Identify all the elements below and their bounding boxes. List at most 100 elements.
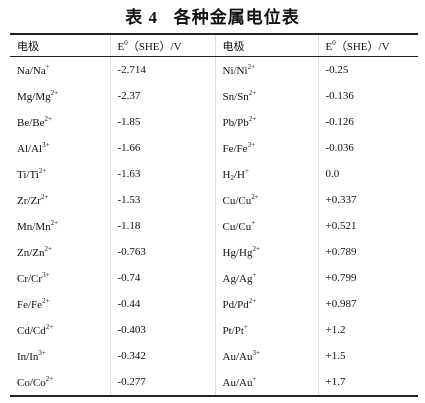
electrode-cell: Pd/Pd2+	[214, 291, 318, 317]
electrode-cell: Au/Au+	[214, 369, 318, 397]
cell-text: 0.0	[325, 168, 340, 180]
supscript: 0	[332, 38, 336, 47]
cell-text: Na/Na	[17, 65, 46, 77]
electrode-cell: Cd/Cd2+	[10, 317, 110, 343]
cell-text: Be/Be	[17, 117, 45, 129]
potential-cell: -1.18	[109, 213, 215, 239]
header-row: 电极 E0（SHE）/V 电极 E0（SHE）/V	[10, 33, 418, 57]
cell-text: Fe/Fe	[17, 299, 43, 311]
electrode-cell: Ag/Ag+	[214, 265, 318, 291]
cell-text: Cr/Cr	[17, 273, 43, 285]
potential-cell: +0.521	[317, 213, 418, 239]
potential-cell: -2.714	[109, 56, 215, 83]
cell-text: Hg/Hg	[222, 247, 253, 259]
supscript: 2+	[247, 63, 256, 71]
electrode-cell: In/In3+	[10, 343, 110, 369]
cell-text: +0.987	[325, 298, 357, 310]
electrode-cell: Al/Al3+	[10, 135, 110, 161]
electrode-cell: Co/Co2+	[10, 369, 110, 397]
table-row: In/In3+ -0.342 Au/Au3+ +1.5	[10, 343, 418, 369]
supscript: 3+	[38, 349, 46, 357]
potential-cell: +1.2	[317, 317, 418, 343]
electrode-cell: Mn/Mn2+	[10, 213, 110, 239]
electrode-cell: Cr/Cr3+	[10, 265, 110, 291]
potential-cell: +1.7	[317, 369, 418, 397]
table-row: Mn/Mn2+ -1.18 Cu/Cu+ +0.521	[10, 213, 418, 239]
electrode-cell: Pb/Pb2+	[214, 109, 318, 135]
supscript: 2+	[50, 89, 59, 97]
potential-cell: -0.74	[109, 265, 215, 291]
cell-text: -1.66	[117, 142, 141, 154]
table-row: Mg/Mg2+ -2.37 Sn/Sn2+ -0.136	[10, 83, 418, 109]
cell-text: -1.63	[117, 168, 141, 180]
supscript: 2+	[252, 245, 260, 253]
table-row: Zr/Zr2+ -1.53 Cu/Cu2+ +0.337	[10, 187, 418, 213]
table-row: Zn/Zn2+ -0.763 Hg/Hg2+ +0.789	[10, 239, 418, 265]
supscript: 2+	[38, 167, 47, 175]
cell-text: Cu/Cu	[222, 195, 252, 207]
header-cell: E0（SHE）/V	[317, 33, 418, 57]
electrode-cell: Zr/Zr2+	[10, 187, 110, 213]
cell-text: -0.403	[117, 324, 146, 336]
cell-text: Co/Co	[17, 377, 46, 389]
potential-cell: -0.277	[109, 369, 215, 397]
header-cell: 电极	[10, 33, 110, 57]
table-row: Fe/Fe2+ -0.44 Pd/Pd2+ +0.987	[10, 291, 418, 317]
cell-text: Zn/Zn	[17, 247, 45, 259]
supscript: 2+	[50, 219, 59, 227]
potential-cell: -1.66	[109, 135, 215, 161]
table-row: Ti/Ti2+ -1.63 H2/H+ 0.0	[10, 161, 418, 187]
potential-cell: -0.136	[317, 83, 418, 109]
table-row: Al/Al3+ -1.66 Fe/Fe3+ -0.036	[10, 135, 418, 161]
supscript: +	[251, 219, 256, 227]
supscript: 2+	[40, 193, 49, 201]
potential-cell: -0.763	[109, 239, 215, 265]
cell-text: +0.521	[325, 220, 357, 232]
cell-text: +1.5	[325, 350, 346, 362]
electrode-cell: Hg/Hg2+	[214, 239, 318, 265]
cell-text: E	[325, 40, 333, 53]
table-row: Na/Na+ -2.714 Ni/Ni2+ -0.25	[10, 56, 418, 83]
electrode-cell: Pt/Pt+	[214, 317, 318, 343]
supscript: 2+	[248, 89, 257, 97]
potential-cell: -0.126	[317, 109, 418, 135]
cell-text: Cu/Cu	[222, 221, 252, 233]
electrode-cell: Mg/Mg2+	[10, 83, 110, 109]
cell-text: +0.799	[325, 272, 357, 284]
potential-cell: -0.036	[317, 135, 418, 161]
cell-text: Au/Au	[222, 377, 253, 389]
cell-text: -1.53	[117, 194, 141, 206]
electrode-cell: Au/Au3+	[214, 343, 318, 369]
supscript: 3+	[42, 271, 50, 279]
cell-text: In/In	[17, 351, 39, 363]
supscript: +	[243, 323, 248, 331]
cell-text: Ag/Ag	[222, 273, 253, 285]
cell-text: Ni/Ni	[222, 65, 248, 77]
electrode-cell: Ti/Ti2+	[10, 161, 110, 187]
header-cell: 电极	[214, 33, 318, 57]
table-title: 表 4 各种金属电位表	[125, 8, 300, 27]
supscript: 2+	[45, 375, 54, 383]
cell-text: +1.2	[325, 324, 346, 336]
potential-cell: -0.342	[109, 343, 215, 369]
potential-cell: +0.337	[317, 187, 418, 213]
electrode-cell: Sn/Sn2+	[214, 83, 318, 109]
cell-text: 电极	[222, 40, 245, 53]
supscript: 2+	[42, 297, 50, 305]
table-body: Na/Na+ -2.714 Ni/Ni2+ -0.25 Mg/Mg2+ -2.37 Sn/S…	[10, 56, 418, 397]
cell-text: （SHE）/V	[127, 40, 182, 53]
cell-text: Pd/Pd	[222, 299, 249, 311]
potential-cell: -1.85	[109, 109, 215, 135]
electrode-cell: Be/Be2+	[10, 109, 110, 135]
cell-text: -1.18	[117, 220, 141, 232]
potential-cell: -0.25	[317, 56, 418, 83]
cell-text: -0.763	[117, 246, 146, 258]
supscript: 2+	[251, 193, 259, 201]
header-cell: E0（SHE）/V	[109, 33, 215, 57]
cell-text: Cd/Cd	[17, 325, 46, 337]
supscript: +	[244, 166, 249, 175]
cell-text: -0.136	[325, 90, 354, 102]
potential-cell: +0.987	[317, 291, 418, 317]
cell-text: 电极	[17, 40, 39, 53]
